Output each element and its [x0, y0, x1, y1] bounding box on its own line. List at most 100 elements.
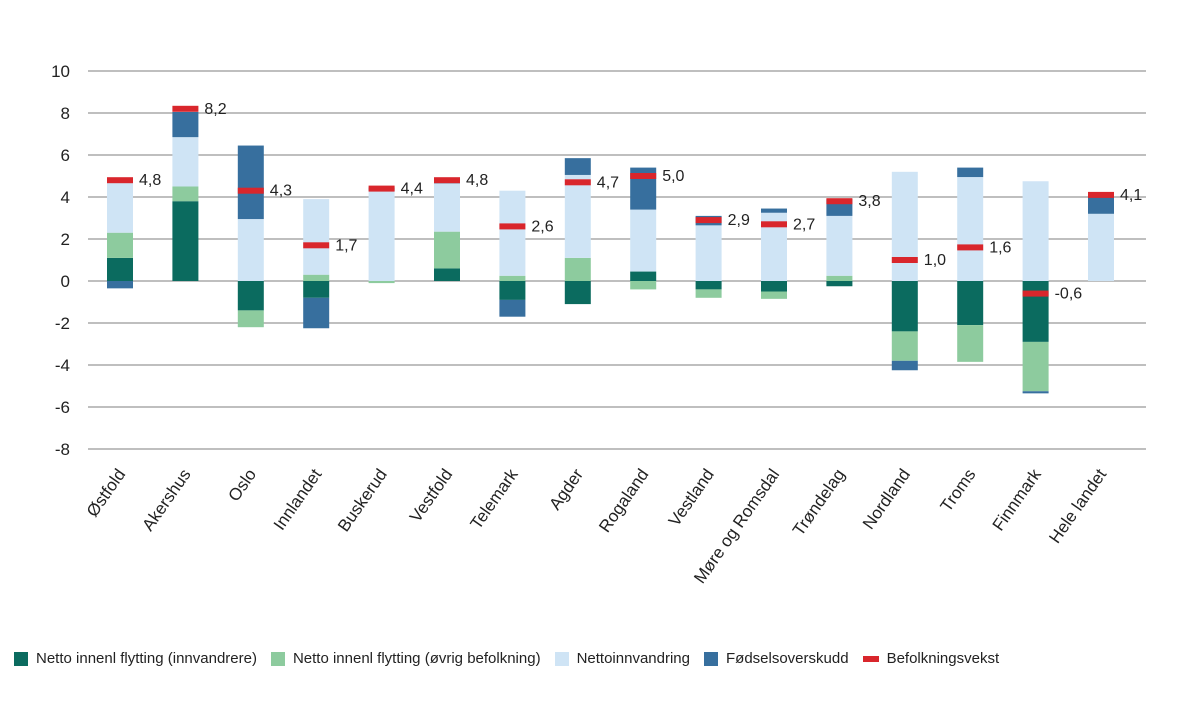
growth-marker-10: [761, 221, 787, 228]
growth-marker-7: [564, 179, 591, 186]
data-label-9: 2,9: [728, 212, 750, 229]
y-tick-label-3: 4: [61, 188, 70, 207]
bar-segment-3-2: [303, 199, 330, 275]
y-tick-label-0: 10: [51, 62, 70, 81]
bar-segment-4-1: [368, 281, 395, 284]
legend-item-nettoinnvandring: Nettoinnvandring: [554, 650, 690, 667]
growth-marker-0: [107, 177, 133, 184]
bar-segment-9-2: [695, 225, 722, 281]
y-tick-label-8: -6: [55, 398, 70, 417]
bar-segment-6-0: [499, 281, 526, 300]
growth-marker-4: [368, 185, 395, 192]
legend: Netto innenl flytting (innvandrere) Nett…: [14, 650, 999, 667]
bar-segment-0-3: [107, 281, 133, 289]
growth-marker-6: [499, 223, 526, 230]
bar-segment-10-0: [761, 281, 787, 292]
bar-segment-14-2: [1022, 181, 1049, 281]
bar-segment-9-0: [695, 281, 722, 290]
growth-marker-14: [1022, 290, 1049, 297]
legend-swatch-innvandrere: [14, 651, 28, 666]
bar-segment-2-0: [237, 281, 264, 311]
bar-segment-1-1: [172, 186, 199, 202]
x-category-label-6: Telemark: [467, 465, 522, 533]
growth-marker-13: [957, 244, 984, 251]
bar-segment-8-0: [630, 271, 657, 281]
data-label-3: 1,7: [335, 237, 357, 254]
bar-segment-6-2: [499, 190, 526, 276]
bar-segment-14-0: [1022, 281, 1049, 342]
bar-segment-10-3: [761, 208, 787, 213]
bar-segment-13-2: [957, 177, 984, 281]
legend-swatch-nettoinnvandring: [554, 651, 569, 666]
data-label-5: 4,8: [466, 172, 488, 189]
bar-segment-0-1: [107, 232, 133, 258]
bar-segment-7-0: [564, 281, 591, 305]
bar-segment-3-0: [303, 281, 330, 298]
bar-segment-2-2: [237, 219, 264, 281]
bar-segment-11-0: [826, 281, 853, 287]
bar-segment-3-1: [303, 274, 330, 281]
data-label-12: 1,0: [924, 252, 946, 269]
bar-segment-1-3: [172, 111, 199, 138]
data-label-0: 4,8: [139, 172, 161, 189]
growth-marker-2: [237, 187, 264, 194]
x-category-label-7: Agder: [545, 465, 587, 513]
legend-swatch-ovrig: [270, 651, 285, 666]
bar-segment-8-1: [630, 281, 657, 290]
legend-label-ovrig: Netto innenl flytting (øvrig befolkning): [292, 650, 541, 667]
bar-segment-6-3: [499, 299, 526, 317]
bar-segment-5-1: [434, 231, 460, 269]
x-category-label-3: Innlandet: [270, 465, 326, 533]
y-tick-label-4: 2: [61, 230, 70, 249]
x-category-label-13: Troms: [937, 465, 980, 515]
bar-segment-13-1: [957, 325, 984, 362]
growth-marker-1: [172, 105, 199, 112]
x-category-label-12: Nordland: [859, 465, 914, 532]
bar-segment-12-3: [891, 360, 918, 371]
bar-segment-1-2: [172, 137, 199, 187]
data-label-8: 5,0: [662, 168, 684, 185]
bar-segment-13-3: [957, 167, 984, 178]
bar-segment-2-1: [237, 310, 264, 328]
bar-segment-9-1: [695, 289, 722, 298]
bar-segment-11-1: [826, 275, 853, 281]
x-category-label-9: Vestland: [665, 465, 718, 529]
data-label-11: 3,8: [858, 193, 880, 210]
data-label-13: 1,6: [989, 239, 1011, 256]
bar-segment-7-2: [564, 174, 591, 258]
bar-segment-12-2: [891, 171, 918, 281]
x-category-label-11: Trøndelag: [789, 465, 849, 539]
bar-segment-0-0: [107, 257, 133, 281]
bar-segment-12-0: [891, 281, 918, 332]
y-tick-label-6: -2: [55, 314, 70, 333]
x-category-label-1: Akershus: [138, 465, 194, 534]
x-category-label-4: Buskerud: [334, 465, 391, 535]
legend-label-fodselsoverskudd: Fødselsoverskudd: [726, 650, 849, 667]
bar-segment-10-1: [761, 291, 787, 299]
x-category-label-14: Finnmark: [989, 465, 1045, 534]
x-category-label-0: Østfold: [83, 465, 129, 520]
data-label-2: 4,3: [270, 183, 292, 200]
y-tick-label-9: -8: [55, 440, 70, 459]
bar-segment-6-1: [499, 275, 526, 281]
growth-marker-15: [1088, 191, 1114, 198]
data-label-7: 4,7: [597, 174, 619, 191]
y-tick-label-1: 8: [61, 104, 70, 123]
bar-segment-0-2: [107, 178, 133, 233]
bar-segment-15-2: [1088, 213, 1114, 281]
x-category-label-5: Vestfold: [406, 465, 456, 525]
data-label-4: 4,4: [401, 181, 423, 198]
growth-marker-3: [303, 242, 330, 249]
bar-segment-14-3: [1022, 391, 1049, 394]
x-category-label-8: Rogaland: [595, 465, 652, 536]
growth-marker-8: [630, 173, 657, 179]
bar-segment-1-0: [172, 201, 199, 281]
x-category-label-15: Hele landet: [1045, 465, 1110, 547]
legend-label-innvandrere: Netto innenl flytting (innvandrere): [36, 650, 257, 667]
y-tick-label-2: 6: [61, 146, 70, 165]
growth-marker-9: [695, 217, 722, 224]
data-label-15: 4,1: [1120, 187, 1142, 204]
bar-segment-5-0: [434, 268, 460, 281]
growth-marker-5: [434, 177, 460, 184]
